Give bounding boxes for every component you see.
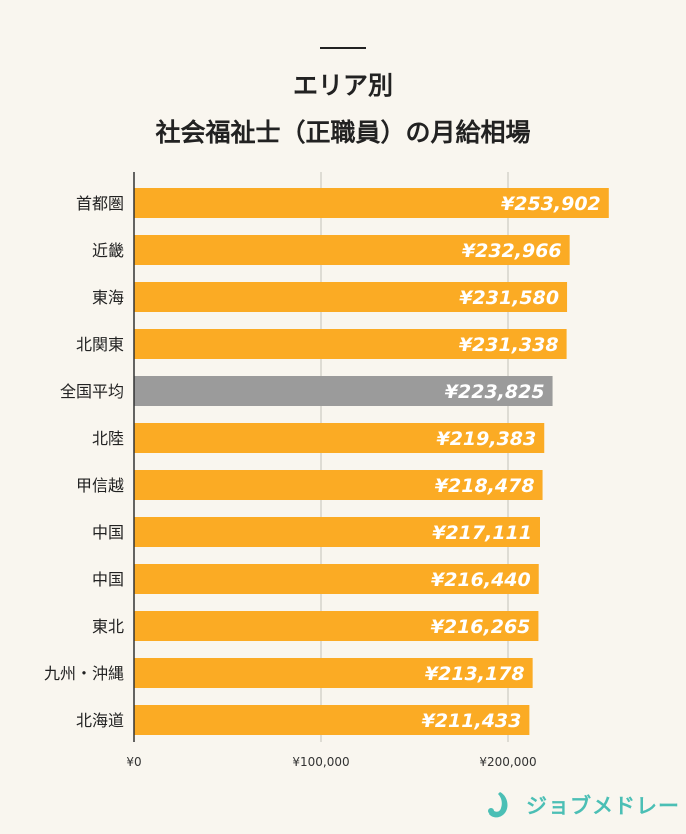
value-label: ¥217,111: [432, 522, 532, 544]
category-label: 九州・沖縄: [44, 664, 124, 683]
category-label: 東海: [92, 288, 124, 307]
value-label: ¥253,902: [501, 193, 601, 215]
x-tick-label: ¥100,000: [292, 755, 349, 769]
title-rule: [320, 47, 366, 49]
bar: [134, 235, 570, 265]
brand-logo-icon: [488, 792, 508, 818]
value-label: ¥219,383: [436, 428, 536, 450]
bar: [134, 658, 533, 688]
x-tick-label: ¥200,000: [479, 755, 536, 769]
bar: [134, 517, 540, 547]
value-label: ¥211,433: [422, 710, 522, 732]
bar: [134, 376, 553, 406]
value-label: ¥232,966: [462, 240, 562, 262]
chart-title-line-2: 社会福祉士（正職員）の月給相場: [155, 118, 531, 147]
brand-name: ジョブメドレー: [526, 794, 680, 818]
bar: [134, 470, 543, 500]
bar: [134, 705, 530, 735]
chart-title-line-1: エリア別: [292, 71, 393, 100]
brand-logo: ジョブメドレー: [486, 790, 680, 820]
category-label: 中国: [92, 523, 124, 542]
bar: [134, 188, 609, 218]
value-label: ¥231,338: [459, 334, 559, 356]
bar: [134, 611, 539, 641]
value-label: ¥231,580: [459, 287, 559, 309]
value-label: ¥213,178: [425, 663, 525, 685]
x-tick-label: ¥0: [126, 755, 141, 769]
value-label: ¥216,265: [431, 616, 531, 638]
value-label: ¥223,825: [445, 381, 545, 403]
bar: [134, 329, 567, 359]
category-label: 北関東: [76, 335, 124, 354]
category-label: 全国平均: [60, 382, 124, 401]
category-label: 東北: [92, 617, 124, 636]
bar: [134, 282, 568, 312]
category-label: 中国: [92, 570, 124, 589]
value-label: ¥218,478: [435, 475, 535, 497]
category-label: 甲信越: [76, 476, 124, 495]
category-label: 首都圏: [76, 194, 124, 213]
category-label: 北陸: [92, 429, 124, 448]
category-label: 北海道: [76, 711, 124, 730]
bar: [134, 564, 539, 594]
category-label: 近畿: [92, 241, 124, 260]
bar: [134, 423, 545, 453]
value-label: ¥216,440: [431, 569, 531, 591]
